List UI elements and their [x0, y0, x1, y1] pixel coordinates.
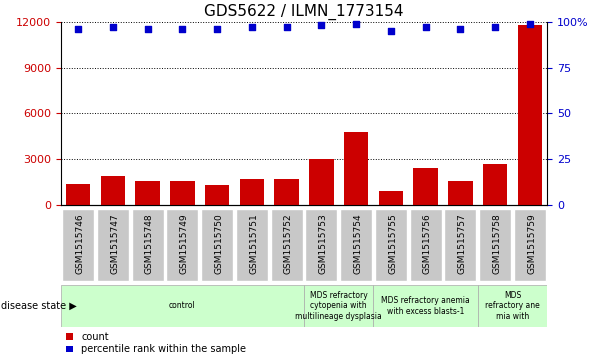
Text: disease state ▶: disease state ▶ [1, 301, 77, 311]
Text: GSM1515750: GSM1515750 [215, 213, 223, 274]
Bar [132, 209, 164, 281]
Text: GSM1515746: GSM1515746 [75, 213, 85, 274]
Point [282, 24, 291, 30]
Bar [344, 132, 368, 205]
Text: MDS
refractory ane
mia with: MDS refractory ane mia with [485, 291, 540, 321]
Bar [478, 285, 547, 327]
Bar [271, 209, 303, 281]
Bar [167, 209, 198, 281]
Text: MDS refractory
cytopenia with
multilineage dysplasia: MDS refractory cytopenia with multilinea… [295, 291, 382, 321]
Point [351, 21, 361, 26]
Bar [201, 209, 233, 281]
Text: control: control [169, 301, 196, 310]
Text: GSM1515748: GSM1515748 [145, 213, 154, 274]
Point [317, 23, 326, 28]
Point [490, 24, 500, 30]
Bar [274, 179, 299, 205]
Point [386, 28, 396, 34]
Bar [483, 164, 507, 205]
Point [143, 26, 153, 32]
Text: GSM1515749: GSM1515749 [179, 213, 188, 274]
Bar [61, 285, 304, 327]
Bar [66, 184, 91, 205]
Text: GSM1515754: GSM1515754 [353, 213, 362, 274]
Bar [514, 209, 546, 281]
Legend: count, percentile rank within the sample: count, percentile rank within the sample [66, 331, 246, 355]
Point [178, 26, 187, 32]
Bar [136, 181, 160, 205]
Text: GSM1515747: GSM1515747 [110, 213, 119, 274]
Bar [97, 209, 129, 281]
Bar [479, 209, 511, 281]
Bar [410, 209, 441, 281]
Bar [375, 209, 407, 281]
Point [108, 24, 118, 30]
Text: MDS refractory anemia
with excess blasts-1: MDS refractory anemia with excess blasts… [381, 296, 470, 315]
Text: GSM1515753: GSM1515753 [319, 213, 328, 274]
Text: GSM1515752: GSM1515752 [284, 213, 293, 274]
Text: GSM1515756: GSM1515756 [423, 213, 432, 274]
Bar [62, 209, 94, 281]
Bar [413, 168, 438, 205]
Bar [236, 209, 268, 281]
Bar [444, 209, 476, 281]
Bar [101, 176, 125, 205]
Title: GDS5622 / ILMN_1773154: GDS5622 / ILMN_1773154 [204, 4, 404, 20]
Bar [240, 179, 264, 205]
Bar [309, 159, 334, 205]
Bar [379, 191, 403, 205]
Bar [305, 209, 337, 281]
Text: GSM1515751: GSM1515751 [249, 213, 258, 274]
Point [247, 24, 257, 30]
Text: GSM1515755: GSM1515755 [388, 213, 397, 274]
Bar [517, 25, 542, 205]
Bar [373, 285, 478, 327]
Text: GSM1515758: GSM1515758 [492, 213, 502, 274]
Point [74, 26, 83, 32]
Point [455, 26, 465, 32]
Bar [304, 285, 373, 327]
Bar [340, 209, 372, 281]
Point [525, 21, 534, 26]
Bar [170, 181, 195, 205]
Text: GSM1515759: GSM1515759 [527, 213, 536, 274]
Bar [448, 181, 472, 205]
Text: GSM1515757: GSM1515757 [458, 213, 466, 274]
Point [212, 26, 222, 32]
Bar [205, 185, 229, 205]
Point [421, 24, 430, 30]
